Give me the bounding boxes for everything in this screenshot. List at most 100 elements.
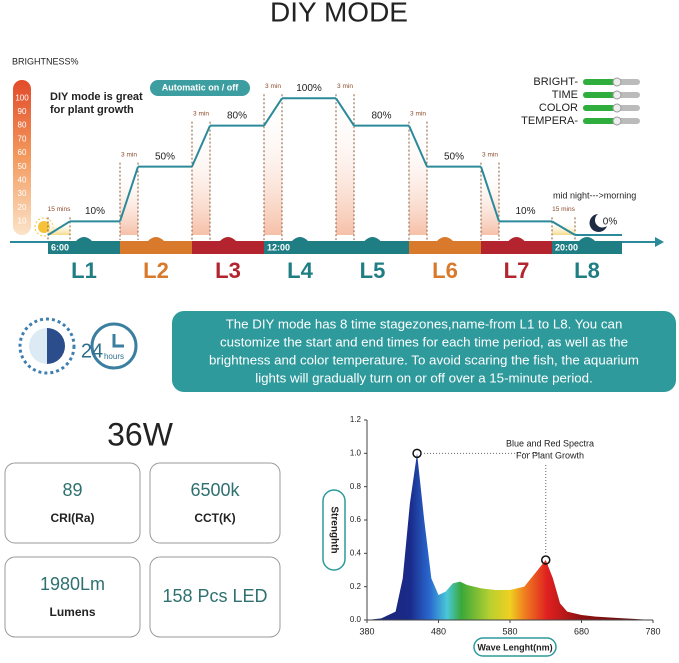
value-label: 0%: [603, 217, 618, 228]
spec-value: 89: [62, 480, 82, 500]
ramp-shade: [192, 125, 210, 235]
slider-knob: [612, 103, 622, 113]
value-label: 50%: [444, 151, 464, 162]
ramp-shade: [264, 98, 282, 235]
title: DIY MODE: [270, 0, 408, 27]
bar-bump: [220, 237, 236, 241]
stage-name: L2: [143, 258, 169, 283]
y-tick-label: 0.0: [350, 615, 362, 624]
slider-fill: [583, 118, 615, 124]
x-tick-label: 480: [431, 626, 446, 636]
bar-bump: [579, 237, 595, 241]
legend-label: COLOR: [539, 102, 578, 114]
y-tick-label: 50: [18, 162, 27, 171]
ramp-label: 3 min: [482, 151, 498, 158]
x-label-box: [473, 637, 557, 657]
brightness-bar: [13, 80, 31, 235]
ramp-shade: [336, 98, 354, 235]
note: for plant growth: [50, 104, 134, 116]
y-tick-label: 1.2: [350, 415, 362, 424]
slider-knob: [612, 77, 622, 87]
stage-name: L7: [504, 258, 530, 283]
stage-bar: [336, 241, 409, 254]
time-label: 6:00: [51, 242, 69, 252]
y-tick-label: 30: [18, 189, 27, 198]
slider-knob: [612, 90, 622, 100]
y-axis-label: Strenghth: [328, 506, 339, 553]
description-box: [172, 311, 676, 392]
y-tick-label: 10: [18, 216, 27, 225]
description-line: brightness and color temperature. To avo…: [209, 353, 639, 368]
stage-bar: [264, 241, 336, 254]
legend-label: BRIGHT-: [533, 76, 578, 88]
bar-bump: [364, 237, 381, 241]
x-axis-label: Wave Lenght(nm): [477, 642, 552, 652]
y-tick-label: 0.6: [350, 515, 362, 524]
y-tick-label: 60: [18, 148, 27, 157]
spec-card: [149, 556, 281, 638]
ramp-label: 3 min: [265, 83, 281, 90]
slider-fill: [583, 105, 615, 111]
ramp-line: [551, 220, 576, 236]
description-line: customize the start and end times for ea…: [220, 335, 628, 350]
stage-name: L8: [574, 258, 600, 283]
ramp-label: 3 min: [410, 110, 426, 117]
ramp-shade: [481, 166, 499, 235]
slider-fill: [583, 79, 615, 85]
ramp-label: 3 min: [193, 110, 209, 117]
spec-value: 6500k: [190, 480, 240, 500]
x-tick-label: 780: [645, 626, 660, 636]
ramp-line: [263, 97, 283, 127]
stage-name: L3: [215, 258, 241, 283]
legend-label: TEMPERA-: [521, 115, 578, 127]
ramp-label: 3 min: [121, 151, 137, 158]
ramp-line: [408, 125, 428, 168]
spec-value: 1980Lm: [40, 574, 105, 594]
badge-label: Automatic on / off: [162, 82, 239, 92]
spectrum-area: [367, 453, 653, 620]
spec-label: Lumens: [49, 605, 95, 619]
stage-bar: [48, 241, 120, 254]
y-tick-label: 70: [18, 134, 27, 143]
ramp-label: 15 mins: [48, 206, 72, 213]
spec-label: CCT(K): [194, 511, 235, 525]
bar-bump: [508, 237, 525, 241]
value-label: 10%: [85, 206, 105, 217]
y-tick-label: 80: [18, 121, 27, 130]
stage-bar: [120, 241, 192, 254]
x-tick-label: 580: [502, 626, 517, 636]
y-tick-label: 40: [18, 175, 27, 184]
ramp-line: [191, 125, 211, 168]
y-tick-label: 90: [18, 107, 27, 116]
ramp-line: [480, 166, 500, 222]
stage-name: L6: [432, 258, 458, 283]
moon: [589, 214, 607, 232]
stage-name: L1: [71, 258, 97, 283]
power: 36W: [107, 416, 174, 452]
stage-bar: [552, 241, 622, 254]
ramp-label: 15 mins: [552, 206, 576, 213]
bar-bump: [437, 237, 453, 241]
badge: [150, 80, 250, 96]
x-tick-label: 680: [574, 626, 589, 636]
x-tick-label: 380: [359, 626, 374, 636]
legend-label: TIME: [552, 89, 578, 101]
note: DIY mode is great: [50, 91, 143, 103]
value-label: 80%: [371, 110, 391, 121]
ramp-line: [119, 166, 139, 222]
arrow: [655, 237, 664, 247]
stage-bar: [192, 241, 264, 254]
value-label: 50%: [155, 151, 175, 162]
ramp-shade: [120, 166, 138, 235]
value-label: 10%: [515, 206, 535, 217]
time-label: 12:00: [267, 242, 290, 252]
spec-card: [4, 556, 141, 638]
ramp-line: [335, 97, 355, 127]
y-tick-label: 0.2: [350, 582, 362, 591]
stage-name: L4: [287, 258, 313, 283]
clock-icons: [18, 317, 138, 375]
ramp-label: 3 min: [337, 83, 353, 90]
icon-number: 24: [81, 340, 103, 362]
spec-value: 158 Pcs LED: [162, 586, 267, 606]
